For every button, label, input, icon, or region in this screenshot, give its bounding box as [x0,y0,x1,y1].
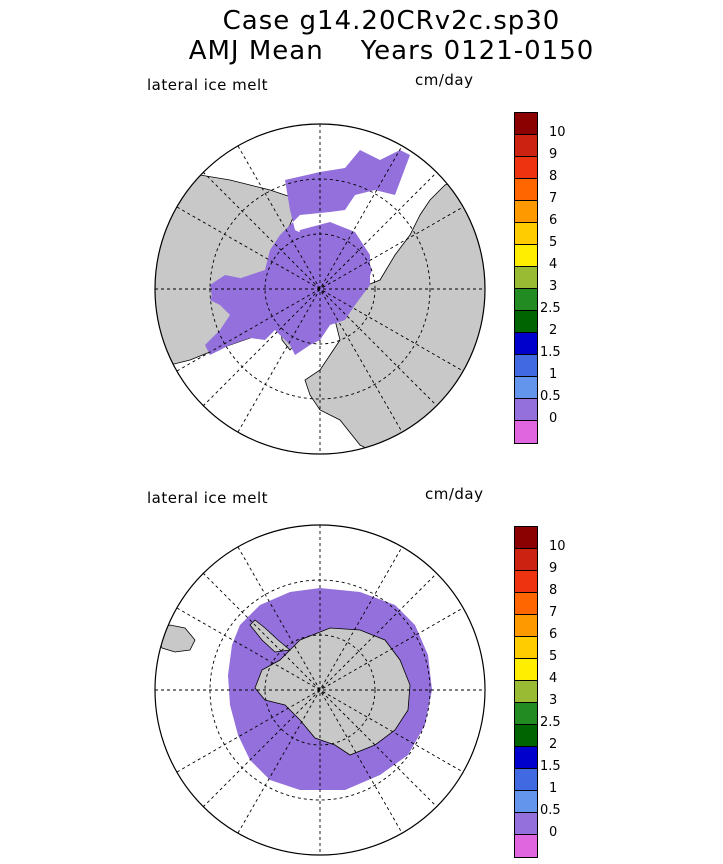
colorbar-swatch [515,311,537,333]
hudson-bay-ice [210,275,240,300]
colorbar-swatch [515,769,537,791]
colorbar-swatch [515,289,537,311]
colorbar-swatch [515,201,537,223]
colorbar-tick-label: 2 [549,323,558,338]
colorbar-swatch [515,637,537,659]
colorbar-swatch [515,355,537,377]
colorbar-tick-label: 5 [549,235,558,250]
colorbar-swatch [515,593,537,615]
colorbar-swatch [515,571,537,593]
colorbar-swatch [515,223,537,245]
north-polar-map [155,124,485,454]
colorbar-swatch [515,113,537,135]
colorbar-swatch [515,681,537,703]
colorbar-swatch [515,835,537,857]
colorbar-tick-label: 9 [549,147,558,162]
north-panel-label: lateral ice melt [147,76,269,94]
colorbar-tick-label: 2.5 [540,715,561,730]
colorbar-tick-label: 7 [549,605,558,620]
colorbar-tick-label: 4 [549,671,558,686]
colorbar-tick-label: 9 [549,561,558,576]
south-panel-units: cm/day [425,485,484,503]
colorbar-swatch [515,725,537,747]
central-arctic-ice [290,222,370,322]
colorbar-tick-label: 1.5 [540,345,561,360]
colorbar-tick-label: 3 [549,693,558,708]
colorbar-swatch [515,333,537,355]
colorbar-tick-label: 6 [549,213,558,228]
south-panel-label: lateral ice melt [147,489,269,507]
colorbar-tick-label: 1.5 [540,759,561,774]
colorbar-tick-label: 1 [549,367,558,382]
colorbar-swatch [515,135,537,157]
colorbar-tick-label: 10 [549,539,566,554]
colorbar-swatch [515,747,537,769]
colorbar-tick-label: 2 [549,737,558,752]
south-map-border [154,524,486,856]
colorbar-tick-label: 0.5 [540,803,561,818]
north-colorbar [514,112,538,444]
south-polar-map [155,525,485,855]
colorbar-tick-label: 2.5 [540,301,561,316]
colorbar-swatch [515,179,537,201]
colorbar-tick-label: 1 [549,781,558,796]
colorbar-swatch [515,615,537,637]
figure-title-line2: AMJ Mean Years 0121-0150 [188,36,595,66]
colorbar-swatch [515,703,537,725]
colorbar-tick-label: 6 [549,627,558,642]
colorbar-tick-label: 0.5 [540,389,561,404]
colorbar-swatch [515,421,537,443]
colorbar-swatch [515,813,537,835]
south-colorbar [514,526,538,858]
colorbar-tick-label: 0 [549,411,558,426]
colorbar-tick-label: 7 [549,191,558,206]
colorbar-swatch [515,527,537,549]
colorbar-swatch [515,157,537,179]
colorbar-swatch [515,267,537,289]
colorbar-swatch [515,245,537,267]
north-map-border [154,123,486,455]
colorbar-tick-label: 3 [549,279,558,294]
colorbar-tick-label: 10 [549,125,566,140]
colorbar-tick-label: 5 [549,649,558,664]
antarctica-landmass [254,627,411,756]
colorbar-tick-label: 0 [549,825,558,840]
north-panel-units: cm/day [415,71,474,89]
colorbar-tick-label: 4 [549,257,558,272]
antarctic-peninsula [249,619,291,653]
colorbar-swatch [515,659,537,681]
figure-title-line1: Case g14.20CRv2c.sp30 [222,6,561,36]
colorbar-tick-label: 8 [549,583,558,598]
colorbar-tick-label: 8 [549,169,558,184]
colorbar-swatch [515,399,537,421]
colorbar-swatch [515,791,537,813]
colorbar-swatch [515,377,537,399]
colorbar-swatch [515,549,537,571]
